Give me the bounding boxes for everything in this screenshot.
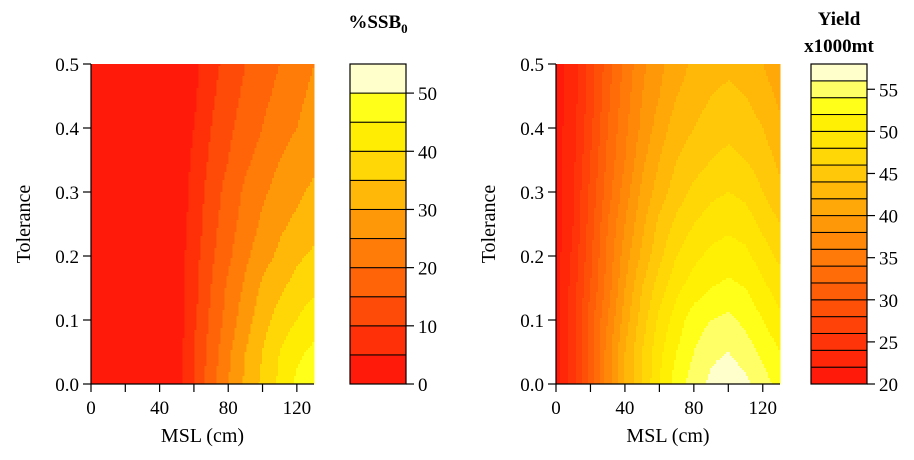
heatmap-cells [91,64,315,385]
